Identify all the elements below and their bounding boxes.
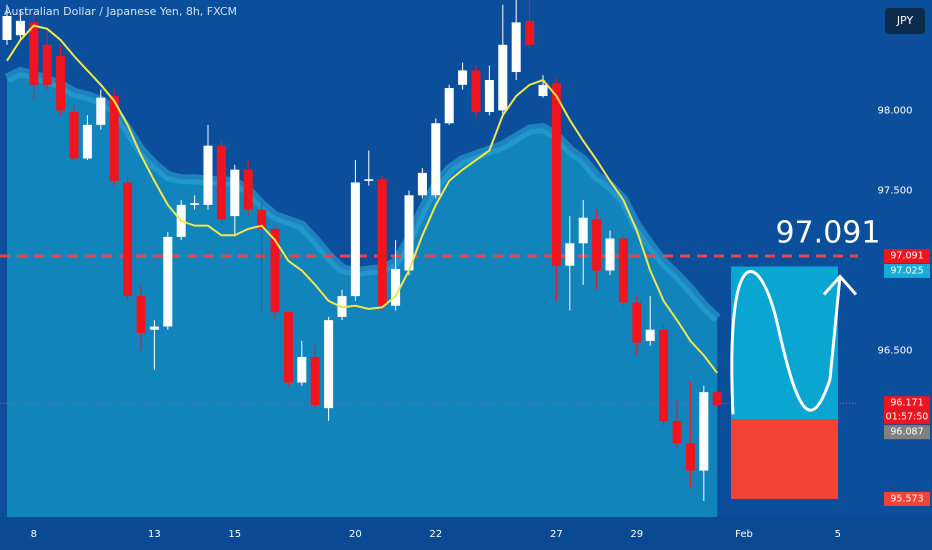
x-tick-label: 15 xyxy=(228,529,241,540)
price-label-box xyxy=(884,425,930,440)
candle-body xyxy=(324,320,334,409)
x-axis-strip xyxy=(0,517,932,550)
candle-body xyxy=(270,228,280,313)
candle-body xyxy=(699,392,709,471)
candle-body xyxy=(15,20,25,36)
countdown-box xyxy=(884,410,930,425)
candle-body xyxy=(551,83,561,266)
candle-body xyxy=(377,179,387,306)
candle-body xyxy=(471,70,481,113)
candle-body xyxy=(685,443,695,471)
candle-body xyxy=(149,326,159,330)
candle-body xyxy=(42,44,52,85)
candle-body xyxy=(484,80,494,113)
candle-body xyxy=(2,16,12,41)
countdown: 01:57:50 xyxy=(886,412,929,423)
candle-body xyxy=(538,84,548,97)
candle-body xyxy=(511,22,521,73)
candle-body xyxy=(458,70,468,85)
candle-body xyxy=(659,329,669,421)
area-edge xyxy=(4,66,721,323)
loss-zone xyxy=(731,419,838,499)
candle-body xyxy=(444,88,454,124)
candle-body xyxy=(417,172,427,196)
candle-body xyxy=(123,182,133,297)
candle-body xyxy=(391,268,401,306)
candle-body xyxy=(404,195,414,271)
price-label: 97.025 xyxy=(890,265,923,276)
x-tick-label: 5 xyxy=(835,529,841,540)
chart-title: Australian Dollar / Japanese Yen, 8h, FX… xyxy=(4,5,237,18)
price-label: 96.171 xyxy=(890,398,923,409)
x-tick-label: 20 xyxy=(349,529,362,540)
candle-body xyxy=(645,329,655,341)
candle-body xyxy=(672,420,682,444)
x-tick-label: 29 xyxy=(630,529,643,540)
price-label: 95.573 xyxy=(890,493,923,504)
candle-body xyxy=(364,179,374,181)
candle-body xyxy=(216,145,226,220)
candle-body xyxy=(712,392,722,405)
candle-body xyxy=(525,20,535,45)
x-tick-label: 22 xyxy=(429,529,442,540)
target-text: 97.091 xyxy=(776,215,881,250)
x-tick-label: 8 xyxy=(31,529,37,540)
price-label-box xyxy=(884,491,930,506)
candle-body xyxy=(618,238,628,303)
candle-body xyxy=(203,145,213,205)
candle-body xyxy=(190,203,200,205)
candle-body xyxy=(29,22,39,85)
candle-body xyxy=(82,124,92,159)
profit-zone xyxy=(731,266,838,420)
plot xyxy=(0,0,858,517)
candle-body xyxy=(578,217,588,244)
candle-body xyxy=(257,209,267,229)
candle-body xyxy=(310,356,320,405)
candle-body xyxy=(592,219,602,271)
candle-body xyxy=(283,312,293,383)
price-label-box xyxy=(884,263,930,278)
candle-body xyxy=(431,123,441,196)
x-tick-label: 13 xyxy=(148,529,161,540)
y-tick-label: 96.500 xyxy=(878,346,913,357)
candle-body xyxy=(163,236,173,327)
price-label-box xyxy=(884,396,930,411)
candle-body xyxy=(136,296,146,333)
price-label: 97.091 xyxy=(890,250,923,261)
forecast-curve xyxy=(730,270,842,415)
candle-body xyxy=(350,182,360,297)
candle-body xyxy=(69,112,79,159)
candle-body xyxy=(565,243,575,266)
candle-body xyxy=(632,302,642,343)
candle-body xyxy=(243,169,253,210)
candle-body xyxy=(230,169,240,217)
forecast-arrow xyxy=(822,274,858,296)
candle-body xyxy=(96,97,106,125)
candle-body xyxy=(498,44,508,111)
candle-body xyxy=(605,238,615,271)
price-label-box xyxy=(884,248,930,263)
y-tick-label: 98.000 xyxy=(878,105,913,116)
x-tick-label: Feb xyxy=(735,529,753,540)
candle-body xyxy=(109,96,119,181)
price-label: 96.087 xyxy=(890,427,923,438)
candle-body xyxy=(56,56,66,111)
currency-box[interactable] xyxy=(885,8,925,34)
y-tick-label: 97.500 xyxy=(878,185,913,196)
currency: JPY xyxy=(896,14,914,27)
candle-body xyxy=(297,356,307,383)
moving-average xyxy=(6,24,718,374)
x-tick-label: 27 xyxy=(550,529,563,540)
